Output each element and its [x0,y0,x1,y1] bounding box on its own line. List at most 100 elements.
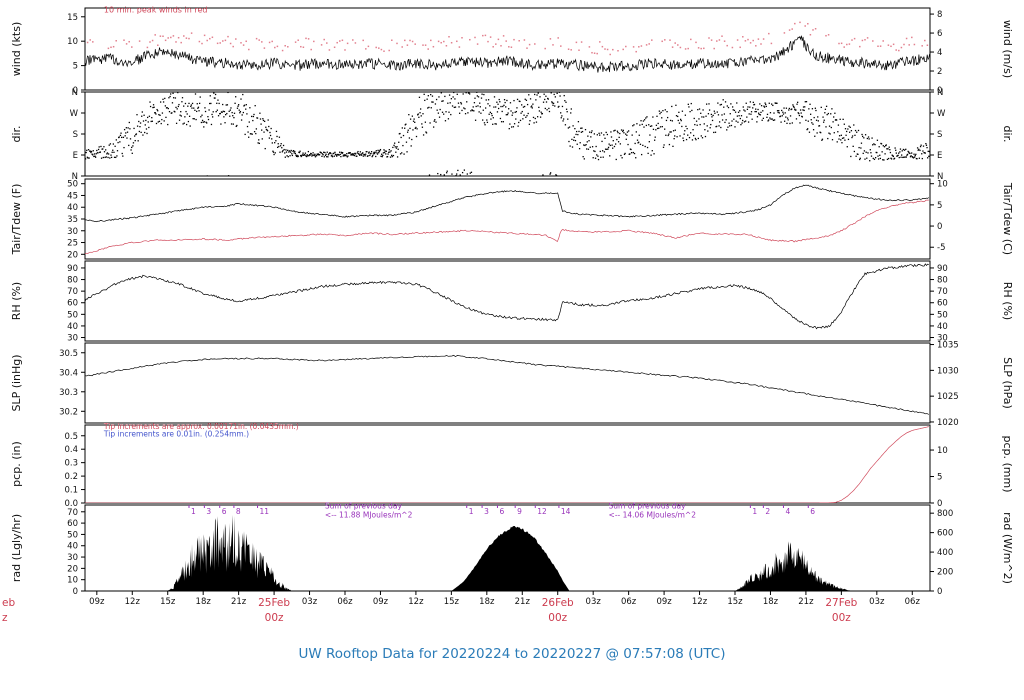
rad-sum-mark: 1 [752,507,757,516]
rad-annotation: <-- 14.06 MJoules/m^2 [609,510,697,519]
date-time-label: 00z [832,612,851,624]
slp-ytick-right: 1025 [937,392,959,402]
date-label: 27Feb [825,597,857,609]
solar-radiation-day2 [451,526,570,591]
pcp-ylabel-left: pcp. (in) [10,441,23,487]
time-tick-label: 12z [692,597,708,607]
pcp-ytick-right: 5 [937,473,942,483]
temp-ytick-left: 30 [67,227,78,237]
rad-ytick-left: 30 [67,553,78,563]
air-temperature [85,184,930,223]
dew-point [85,199,929,255]
rh-ytick-right: 80 [937,276,948,286]
rad-ytick-left: 70 [67,508,78,518]
dir-ytick-left: N [72,172,78,182]
chart-title: UW Rooftop Data for 20220224 to 20220227… [298,646,726,662]
pcp-ytick-left: 0.1 [64,486,78,496]
time-tick-label: 12z [125,597,141,607]
panel-pcp: 0.0 0.1 0.2 0.3 0.4 0.5 0 5 10 pcp. (in) pcp. (mm)… [10,422,1014,509]
panel-wind: 0 5 10 15 0 2 4 6 8 wind (kts) wind (m/s) 10 min. p… [10,5,1014,96]
dir-ytick-left: N [72,88,78,98]
rh-ytick-right: 70 [937,287,948,297]
dir-ytick-left: S [73,130,78,140]
slp-ylabel-left: SLP (inHg) [10,354,23,411]
time-tick-label: 09z [373,597,389,607]
wind-ytick-left: 5 [73,62,78,72]
solar-radiation-day1 [167,514,292,591]
time-tick-label: 06z [337,597,353,607]
slp-ytick-right: 1030 [937,366,959,376]
time-tick-label: 12z [408,597,424,607]
rad-sum-mark: 9 [517,507,522,516]
wind-ytick-left: 0 [73,86,78,96]
wind-ytick-right: 2 [937,67,942,77]
time-tick-label: 18z [196,597,212,607]
rad-sum-mark: 11 [260,507,270,516]
rh-frame [84,260,931,342]
pcp-ytick-left: 0.4 [64,445,78,455]
time-tick-label: 15z [160,597,176,607]
time-tick-label: 18z [479,597,495,607]
pcp-ytick-left: 0.2 [64,472,78,482]
temp-ytick-left: 20 [67,250,78,260]
date-label: 26Feb [542,597,574,609]
wind-ylabel-left: wind (kts) [10,22,23,77]
rh-ytick-left: 50 [67,310,78,320]
rad-sum-mark: 3 [484,507,489,516]
pcp-annotation: Tip increments are 0.01in. (0.254mm.) [103,429,249,438]
wind-ytick-right: 0 [937,86,942,96]
time-tick-label: 21z [798,597,814,607]
temp-ytick-right: 0 [937,222,942,232]
rad-sum-mark: 2 [765,507,770,516]
wind-ytick-right: 6 [937,29,942,39]
temp-ytick-left: 25 [67,239,78,249]
pcp-ytick-left: 0.0 [64,499,78,509]
temp-ytick-left: 40 [67,203,78,213]
rad-sum-mark: 3 [206,507,211,516]
temp-ytick-left: 50 [67,180,78,190]
dir-ytick-left: W [70,109,79,119]
dir-ytick-left: E [73,151,78,161]
wind-ytick-left: 10 [67,37,78,47]
panel-slp: 30.2 30.3 30.4 30.5 1020 1025 1030 1035 SLP (inH… [10,341,1014,428]
pcp-ytick-right: 0 [937,499,942,509]
rh-ylabel-left: RH (%) [10,282,23,320]
slp-ytick-left: 30.2 [59,407,78,417]
slp-ytick-left: 30.4 [59,368,78,378]
rad-sum-mark: 1 [191,507,196,516]
wind-ytick-right: 8 [937,10,942,20]
rad-sum-mark: 6 [810,507,815,516]
slp-ytick-right: 1035 [937,341,959,351]
solar-radiation-day3 [735,541,854,591]
rh-ytick-left: 40 [67,322,78,332]
time-tick-label: 09z [656,597,672,607]
rad-annotation: <-- 11.88 MJoules/m^2 [325,510,413,519]
dir-frame [84,91,931,177]
partial-date-time-label: z [2,612,8,624]
rad-ytick-left: 40 [67,542,78,552]
rad-ytick-left: 0 [73,587,78,597]
time-tick-label: 06z [621,597,637,607]
time-tick-label: 15z [444,597,460,607]
time-tick-label: 03z [586,597,602,607]
pcp-ylabel-right: pcp. (mm) [1001,435,1014,492]
rh-ytick-left: 60 [67,299,78,309]
rh-ytick-left: 80 [67,276,78,286]
temp-ytick-right: 5 [937,201,942,211]
temp-ytick-left: 45 [67,191,78,201]
rad-sum-mark: 8 [236,507,241,516]
wind-peak [86,21,929,56]
slp-ylabel-right: SLP (hPa) [1001,357,1014,409]
rad-ytick-right: 400 [937,548,953,558]
pcp-ytick-left: 0.5 [64,432,78,442]
slp-frame [84,342,931,424]
wind-ytick-left: 15 [67,13,78,23]
rad-sum-mark: 12 [537,507,547,516]
rh-ytick-right: 50 [937,310,948,320]
rad-sum-mark: 4 [785,507,790,516]
dir-ytick-right: S [937,130,942,140]
temp-ytick-right: -5 [937,243,945,253]
date-label: 25Feb [258,597,290,609]
rad-ytick-left: 10 [67,576,78,586]
